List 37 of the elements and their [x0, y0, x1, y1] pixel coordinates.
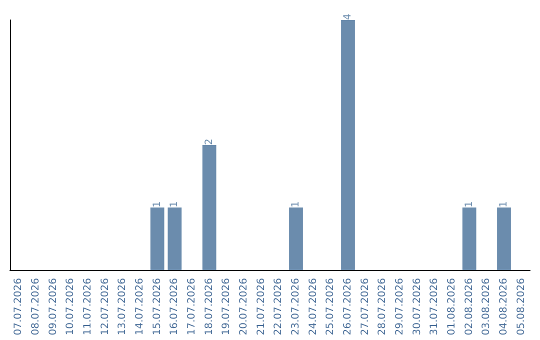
- x-tick-label: 11.07.2026: [82, 278, 94, 336]
- x-tick-label: 12.07.2026: [100, 278, 111, 336]
- x-tick-label: 01.08.2026: [446, 278, 458, 336]
- x-tick-label: 03.08.2026: [481, 278, 492, 336]
- x-tick-label: 19.07.2026: [221, 278, 232, 336]
- x-tick-label: 18.07.2026: [204, 278, 215, 336]
- x-tick-label: 14.07.2026: [134, 278, 146, 336]
- data-label: 1: [169, 201, 180, 208]
- data-label: 1: [152, 201, 163, 208]
- x-tick-label: 17.07.2026: [186, 278, 198, 336]
- x-tick-label: 25.07.2026: [325, 278, 336, 336]
- x-tick-label: 28.07.2026: [377, 278, 388, 336]
- x-tick-label: 16.07.2026: [169, 278, 180, 336]
- x-tick-label: 04.08.2026: [498, 278, 510, 336]
- data-label: 1: [290, 201, 302, 208]
- x-tick-label: 23.07.2026: [290, 278, 302, 336]
- data-label: 2: [204, 138, 215, 145]
- x-tick-label: 29.07.2026: [394, 278, 406, 336]
- x-tick-label: 21.07.2026: [256, 278, 267, 336]
- x-tick-label: 20.07.2026: [238, 278, 250, 336]
- data-label: 1: [498, 201, 510, 208]
- data-label: 1: [464, 201, 475, 208]
- x-tick-label: 24.07.2026: [308, 278, 319, 336]
- x-tick-label: 26.07.2026: [342, 278, 354, 336]
- x-tick-label: 13.07.2026: [117, 278, 128, 336]
- x-tick-label: 30.07.2026: [412, 278, 423, 336]
- x-tick-label: 07.07.2026: [13, 278, 24, 336]
- x-tick-label: 02.08.2026: [464, 278, 475, 336]
- x-tick-label: 22.07.2026: [273, 278, 284, 336]
- x-tick-label: 05.08.2026: [516, 278, 527, 336]
- x-tick-label: 09.07.2026: [48, 278, 59, 336]
- data-label: 4: [342, 14, 354, 20]
- x-tick-label: 27.07.2026: [360, 278, 371, 336]
- x-tick-label: 31.07.2026: [429, 278, 440, 336]
- x-tick-label: 08.07.2026: [30, 278, 42, 336]
- x-tick-label: 15.07.2026: [152, 278, 163, 336]
- x-tick-label: 10.07.2026: [65, 278, 76, 336]
